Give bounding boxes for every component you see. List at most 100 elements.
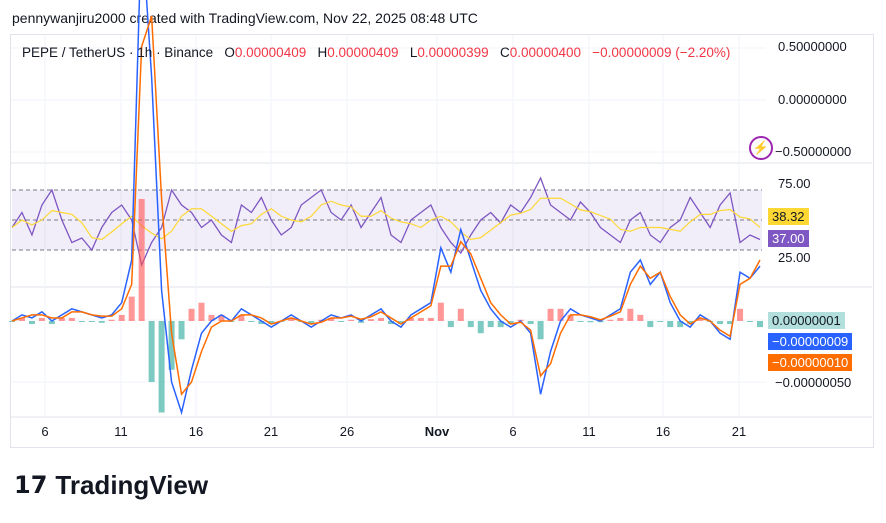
- macd-histogram-bar: [88, 321, 95, 322]
- macd-histogram-bar: [268, 321, 275, 325]
- macd-histogram-bar: [158, 321, 165, 413]
- chart-frame: [10, 34, 874, 448]
- rsi-value-tag: 37.00: [768, 230, 809, 247]
- price-tick: 0.00000000: [778, 92, 847, 107]
- macd-histogram-bar: [38, 317, 45, 321]
- macd-histogram-bar: [9, 321, 15, 322]
- macd-histogram-bar: [387, 321, 394, 325]
- macd-histogram-bar: [457, 308, 464, 321]
- x-tick-label: 11: [114, 424, 128, 439]
- macd-histogram-bar: [717, 321, 724, 325]
- macd-histogram-bar: [348, 319, 355, 321]
- macd-histogram-bar: [647, 321, 654, 328]
- macd-histogram-bar: [168, 321, 175, 370]
- macd-histogram-bar: [288, 317, 295, 321]
- macd-histogram-bar: [368, 319, 375, 321]
- macd-histogram-bar: [557, 308, 564, 321]
- x-tick-label: Nov: [425, 424, 450, 439]
- macd-histogram-bar: [697, 317, 704, 321]
- macd-histogram-bar: [607, 319, 614, 321]
- signal-line: [11, 15, 761, 396]
- macd-histogram-bar: [28, 321, 35, 325]
- macd-histogram-bar: [527, 321, 534, 325]
- macd-histogram-bar: [737, 308, 744, 321]
- macd-histogram-bar: [667, 321, 674, 328]
- tradingview-logo[interactable]: 𝟭𝟳 TradingView: [14, 470, 208, 501]
- macd-histogram-bar: [78, 321, 85, 322]
- high-value: 0.00000409: [327, 45, 399, 60]
- macd-histogram-bar: [657, 321, 664, 322]
- tv-logo-icon: 𝟭𝟳: [14, 472, 48, 499]
- price-tick: 0.50000000: [778, 39, 847, 54]
- macd-histogram-bar: [497, 321, 504, 328]
- macd-hist-tag: 0.00000001: [768, 312, 845, 329]
- high-label: H: [317, 45, 328, 60]
- macd-histogram-bar: [328, 317, 335, 321]
- macd-histogram-bar: [507, 321, 514, 325]
- macd-histogram-bar: [178, 321, 185, 340]
- macd-histogram-bar: [627, 308, 634, 321]
- rsi-ma-line: [11, 197, 761, 241]
- x-tick-label: 6: [509, 424, 516, 439]
- close-value: 0.00000400: [509, 45, 582, 60]
- chart-header: pennywanjiru2000 created with TradingVie…: [12, 10, 478, 26]
- macd-histogram-bar: [258, 321, 265, 325]
- macd-histogram-bar: [407, 317, 414, 321]
- macd-histogram-bar: [727, 321, 734, 325]
- open-label: O: [224, 45, 235, 60]
- macd-histogram-bar: [128, 296, 135, 321]
- macd-histogram-bar: [148, 321, 155, 382]
- macd-value-tag: −0.00000009: [768, 333, 853, 350]
- macd-tick: −0.00000050: [775, 375, 852, 390]
- x-tick-label: 26: [340, 424, 354, 439]
- macd-histogram-bar: [358, 321, 365, 323]
- macd-histogram-bar: [427, 317, 434, 321]
- macd-signal-tag: −0.00000010: [768, 354, 853, 371]
- close-label: C: [499, 45, 510, 60]
- macd-histogram-bar: [198, 302, 205, 321]
- rsi-tick: 25.00: [778, 250, 811, 265]
- low-label: L: [409, 45, 418, 60]
- macd-histogram-bar: [397, 321, 404, 325]
- lightning-icon[interactable]: ⚡: [749, 136, 773, 160]
- macd-histogram-bar: [637, 314, 644, 321]
- macd-histogram-bar: [487, 321, 494, 328]
- macd-histogram-bar: [477, 321, 484, 334]
- x-tick-label: 21: [264, 424, 278, 439]
- x-tick-label: 16: [656, 424, 670, 439]
- macd-histogram-bar: [188, 308, 195, 321]
- macd-histogram-bar: [567, 314, 574, 321]
- macd-histogram-bar: [118, 314, 125, 321]
- macd-histogram-bar: [587, 321, 594, 323]
- macd-histogram-bar: [437, 302, 444, 321]
- macd-histogram-bar: [577, 321, 584, 322]
- macd-histogram-bar: [447, 321, 454, 328]
- macd-histogram-bar: [687, 321, 694, 325]
- macd-histogram-bar: [757, 321, 763, 328]
- macd-histogram-bar: [48, 321, 55, 325]
- ohlc-legend: PEPE / TetherUS · 1h · Binance O 0.000004…: [22, 45, 730, 60]
- macd-histogram-bar: [537, 321, 544, 340]
- macd-histogram-bar: [98, 321, 105, 323]
- x-tick-label: 16: [189, 424, 203, 439]
- x-tick-label: 21: [732, 424, 746, 439]
- macd-histogram-bar: [208, 314, 215, 321]
- macd-histogram-bar: [338, 321, 345, 322]
- macd-histogram-bar: [248, 321, 255, 322]
- logo-text: TradingView: [55, 470, 209, 500]
- macd-histogram-bar: [218, 314, 225, 321]
- macd-histogram-bar: [467, 321, 474, 328]
- rsi-ma-tag: 38.32: [768, 208, 809, 225]
- macd-histogram-bar: [58, 317, 65, 321]
- macd-histogram-bar: [68, 317, 75, 321]
- macd-histogram-bar: [18, 317, 25, 321]
- macd-histogram-bar: [238, 314, 245, 321]
- symbol-label[interactable]: PEPE / TetherUS · 1h · Binance: [22, 45, 214, 60]
- macd-histogram-bar: [747, 321, 754, 322]
- rsi-line: [11, 176, 761, 268]
- x-tick-label: 6: [41, 424, 48, 439]
- macd-histogram-bar: [308, 321, 315, 325]
- macd-histogram-bar: [138, 199, 145, 321]
- macd-histogram-bar: [547, 308, 554, 321]
